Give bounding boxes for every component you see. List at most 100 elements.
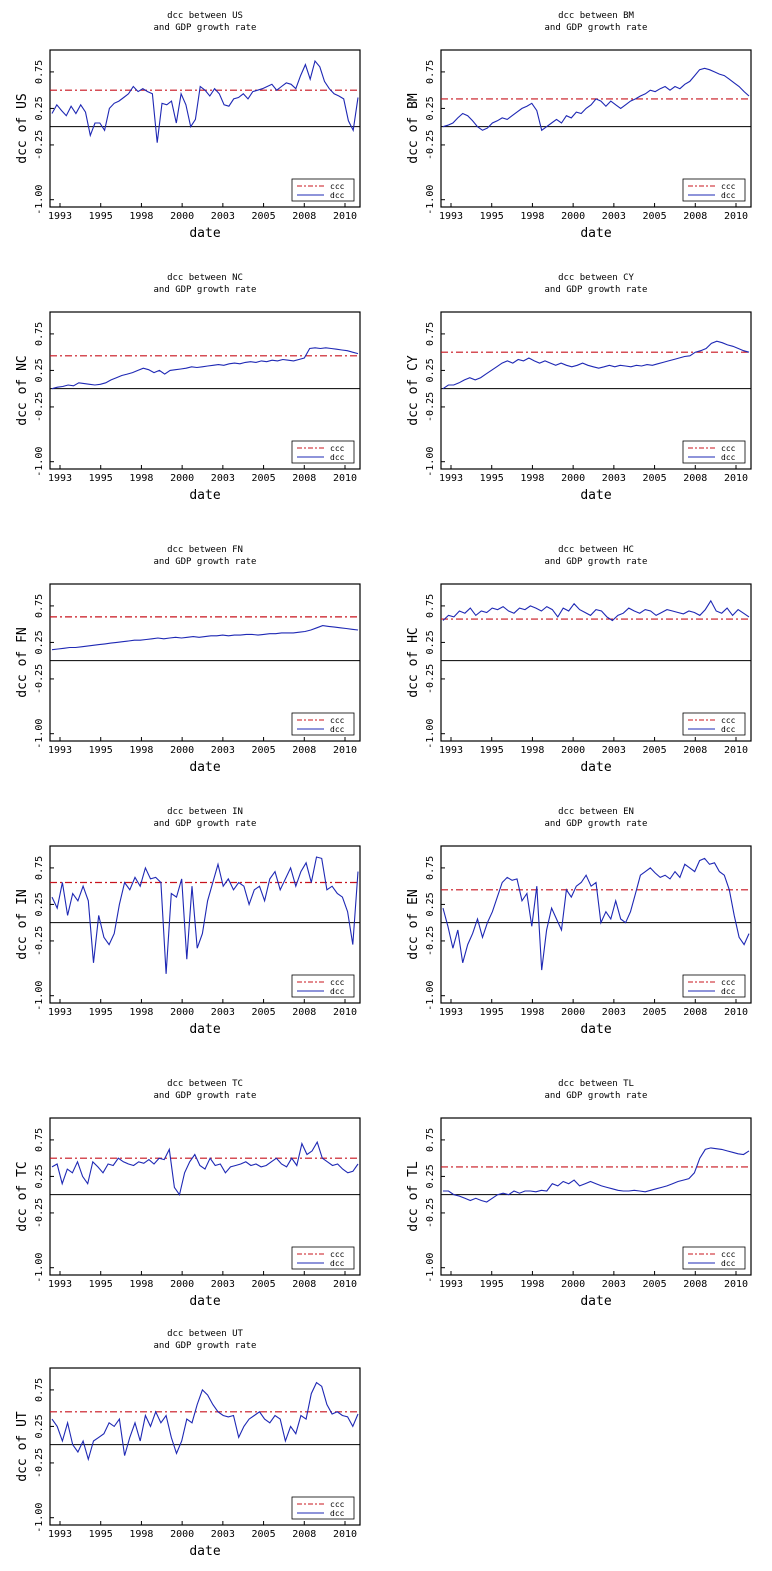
x-tick-label: 2008 xyxy=(292,1529,316,1540)
x-tick-label: 1998 xyxy=(129,1007,153,1018)
legend xyxy=(682,712,746,736)
y-tick-label: -0.25 xyxy=(34,130,45,160)
chart-title: dcc between TL xyxy=(558,1079,634,1089)
x-tick-label: 2003 xyxy=(602,473,626,484)
legend xyxy=(682,440,746,464)
x-tick-label: 1993 xyxy=(439,473,463,484)
chart-panel: dcc between NC and GDP growth rate 0.75 0.2… xyxy=(15,273,361,503)
y-tick-label: -0.25 xyxy=(425,130,436,160)
legend xyxy=(291,1246,355,1270)
x-axis-label: date xyxy=(580,760,611,775)
chart-subtitle: and GDP growth rate xyxy=(154,1091,257,1101)
y-tick-label: -0.25 xyxy=(34,1198,45,1228)
y-tick-label: -0.25 xyxy=(425,664,436,694)
y-tick-label: 0.75 xyxy=(34,60,45,84)
legend-ccc-label: ccc xyxy=(721,978,736,987)
x-tick-label: 2000 xyxy=(170,1007,194,1018)
x-tick-label: 2000 xyxy=(170,211,194,222)
plot-frame xyxy=(440,49,752,208)
dcc-series-line xyxy=(51,856,359,974)
x-tick-label: 2008 xyxy=(292,211,316,222)
x-tick-label: 1995 xyxy=(480,211,504,222)
x-tick-label: 1993 xyxy=(439,1007,463,1018)
x-tick-label: 2005 xyxy=(643,745,667,756)
x-tick-label: 2003 xyxy=(211,1279,235,1290)
y-tick-label: 0.75 xyxy=(425,1128,436,1152)
chart-subtitle: and GDP growth rate xyxy=(154,1341,257,1351)
chart-panel: dcc between TL and GDP growth rate 0.75 0.2… xyxy=(406,1079,752,1309)
x-tick-label: 2003 xyxy=(602,1007,626,1018)
y-tick-label: 0.75 xyxy=(425,322,436,346)
y-tick-label: 0.75 xyxy=(34,322,45,346)
x-tick-label: 1993 xyxy=(439,1279,463,1290)
legend xyxy=(682,1246,746,1270)
x-axis-label: date xyxy=(580,1022,611,1037)
x-tick-label: 2010 xyxy=(724,473,748,484)
x-tick-label: 1998 xyxy=(520,473,544,484)
x-tick-label: 2003 xyxy=(211,211,235,222)
x-axis-label: date xyxy=(189,488,220,503)
x-tick-label: 2008 xyxy=(292,1007,316,1018)
x-tick-label: 2005 xyxy=(643,1007,667,1018)
x-tick-label: 2003 xyxy=(211,473,235,484)
y-tick-label: 0.25 xyxy=(34,1414,45,1438)
x-tick-label: 2000 xyxy=(561,473,585,484)
x-tick-label: 2010 xyxy=(333,1007,357,1018)
x-tick-label: 2010 xyxy=(333,745,357,756)
dcc-series-line xyxy=(442,340,750,390)
y-tick-label: 0.75 xyxy=(34,1378,45,1402)
x-tick-label: 2000 xyxy=(170,745,194,756)
chart-subtitle: and GDP growth rate xyxy=(154,285,257,295)
chart-subtitle: and GDP growth rate xyxy=(545,285,648,295)
y-tick-label: -1.00 xyxy=(34,981,45,1011)
legend-ccc-label: ccc xyxy=(330,182,345,191)
x-tick-label: 1995 xyxy=(89,1279,113,1290)
dcc-series-line xyxy=(51,1381,359,1462)
x-tick-label: 1998 xyxy=(520,745,544,756)
legend-dcc-label: dcc xyxy=(721,725,736,734)
chart-panel: dcc between FN and GDP growth rate 0.75 0.2… xyxy=(15,545,361,775)
y-tick-label: 0.25 xyxy=(425,630,436,654)
dcc-series-line xyxy=(51,347,359,390)
x-axis-label: date xyxy=(189,1544,220,1559)
y-tick-label: -1.00 xyxy=(425,1253,436,1283)
plot-frame xyxy=(440,1117,752,1276)
legend-ccc-label: ccc xyxy=(721,444,736,453)
x-tick-label: 2003 xyxy=(602,745,626,756)
x-axis-label: date xyxy=(189,760,220,775)
legend-ccc-label: ccc xyxy=(330,716,345,725)
x-tick-label: 1993 xyxy=(439,211,463,222)
dcc-series-line xyxy=(51,59,359,143)
x-tick-label: 2010 xyxy=(724,745,748,756)
y-tick-label: 0.75 xyxy=(425,856,436,880)
x-tick-label: 1995 xyxy=(89,211,113,222)
y-axis-label: dcc of FN xyxy=(15,627,30,697)
legend-dcc-label: dcc xyxy=(721,191,736,200)
x-tick-label: 1993 xyxy=(48,1529,72,1540)
x-tick-label: 2010 xyxy=(333,1279,357,1290)
plot-frame xyxy=(49,49,361,208)
x-tick-label: 1995 xyxy=(89,745,113,756)
x-axis-label: date xyxy=(580,226,611,241)
x-tick-label: 2003 xyxy=(602,211,626,222)
y-axis-label: dcc of IN xyxy=(15,889,30,959)
y-axis-label: dcc of TL xyxy=(406,1161,421,1232)
y-tick-label: -1.00 xyxy=(34,447,45,477)
x-tick-label: 1995 xyxy=(89,473,113,484)
y-tick-label: 0.25 xyxy=(425,358,436,382)
legend-dcc-label: dcc xyxy=(330,1259,345,1268)
x-tick-label: 2005 xyxy=(252,1529,276,1540)
legend-ccc-label: ccc xyxy=(330,444,345,453)
x-axis-label: date xyxy=(189,1022,220,1037)
plot-frame xyxy=(440,845,752,1004)
x-tick-label: 2010 xyxy=(724,1007,748,1018)
x-tick-label: 2010 xyxy=(333,1529,357,1540)
plot-frame xyxy=(440,583,752,742)
x-tick-label: 2010 xyxy=(333,473,357,484)
plot-frame xyxy=(440,311,752,470)
y-axis-label: dcc of EN xyxy=(406,889,421,959)
y-tick-label: -1.00 xyxy=(34,1503,45,1533)
x-tick-label: 1993 xyxy=(48,1279,72,1290)
chart-panel: dcc between CY and GDP growth rate 0.75 0.2… xyxy=(406,273,752,503)
x-tick-label: 2000 xyxy=(561,211,585,222)
